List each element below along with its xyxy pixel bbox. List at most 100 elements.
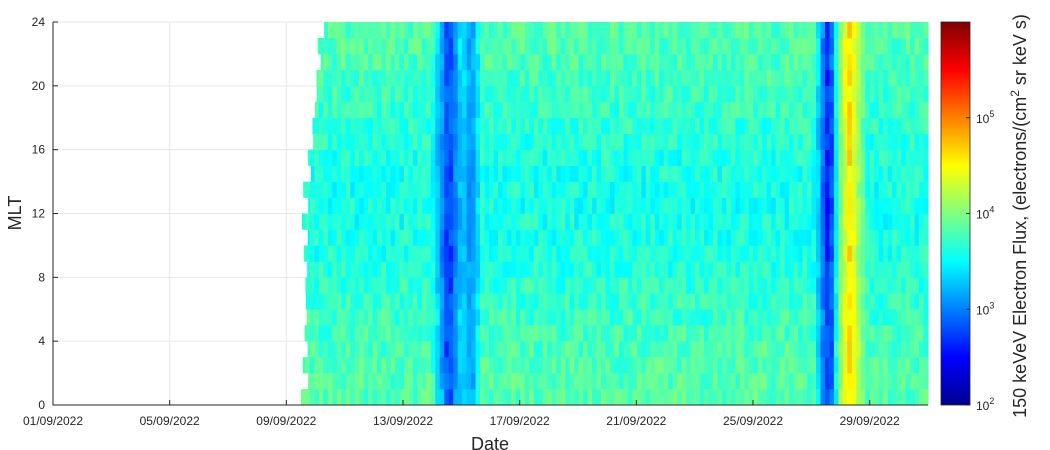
heatmap-cell <box>807 277 813 294</box>
heatmap-cell <box>583 277 589 294</box>
heatmap-cell <box>421 373 427 390</box>
heatmap-cell <box>748 53 754 71</box>
heatmap-cell <box>780 293 786 310</box>
heatmap-cell <box>403 101 410 119</box>
heatmap-cell <box>798 53 804 71</box>
heatmap-cell <box>403 245 410 262</box>
heatmap-cell <box>842 389 848 406</box>
heatmap-cell <box>609 245 616 262</box>
heatmap-cell <box>811 309 817 326</box>
heatmap-cell <box>381 149 387 166</box>
heatmap-cell <box>851 37 857 55</box>
heatmap-cell <box>502 373 508 390</box>
heatmap-cell <box>793 293 799 310</box>
heatmap-cell <box>368 341 374 358</box>
heatmap-cell <box>444 181 450 198</box>
heatmap-cell <box>390 85 396 103</box>
heatmap-cell <box>713 197 719 214</box>
heatmap-cell <box>829 277 835 294</box>
heatmap-cell <box>341 389 347 406</box>
heatmap-cell <box>341 197 347 214</box>
heatmap-cell <box>515 165 521 182</box>
heatmap-cell <box>659 101 665 119</box>
heatmap-cell <box>309 373 315 390</box>
heatmap-cell <box>784 22 790 39</box>
heatmap-cell <box>887 197 893 214</box>
heatmap-cell <box>860 373 866 390</box>
heatmap-cell <box>663 341 669 358</box>
heatmap-cell <box>524 149 530 166</box>
heatmap-cell <box>394 165 401 182</box>
heatmap-cell <box>865 101 871 119</box>
heatmap-cell <box>569 325 575 342</box>
heatmap-cell <box>569 293 575 310</box>
heatmap-cell <box>341 37 347 55</box>
heatmap-cell <box>730 293 736 310</box>
heatmap-cell <box>399 325 405 342</box>
heatmap-cell <box>847 149 853 166</box>
heatmap-cell <box>323 373 329 390</box>
heatmap-cell <box>910 149 916 166</box>
heatmap-cell <box>762 325 768 342</box>
heatmap-cell <box>748 165 754 182</box>
heatmap-cell <box>341 213 347 230</box>
heatmap-cell <box>609 117 616 135</box>
heatmap-cell <box>910 341 916 358</box>
heatmap-cell <box>775 22 781 39</box>
heatmap-cell <box>578 181 584 198</box>
heatmap-cell <box>623 325 629 342</box>
heatmap-cell <box>883 293 889 310</box>
heatmap-cell <box>739 101 745 119</box>
heatmap-cell <box>524 245 530 262</box>
heatmap-cell <box>359 325 365 342</box>
heatmap-cell <box>717 293 723 310</box>
heatmap-cell <box>878 245 884 262</box>
heatmap-cell <box>551 101 557 119</box>
heatmap-cell <box>318 149 324 166</box>
heatmap-cell <box>919 229 925 246</box>
heatmap-cell <box>878 309 884 326</box>
heatmap-cell <box>444 149 450 166</box>
heatmap-cell <box>824 149 831 166</box>
heatmap-cell <box>403 389 410 406</box>
heatmap-cell <box>833 181 840 198</box>
heatmap-cell <box>690 229 696 246</box>
heatmap-cell <box>368 277 374 294</box>
heatmap-cell <box>480 37 486 55</box>
heatmap-cell <box>681 373 687 390</box>
heatmap-cell <box>318 37 324 55</box>
heatmap-cell <box>592 69 598 87</box>
heatmap-cell <box>453 261 459 278</box>
heatmap-cell <box>493 261 499 278</box>
heatmap-cell <box>829 117 835 135</box>
heatmap-cell <box>766 309 772 326</box>
heatmap-cell <box>681 85 687 103</box>
heatmap-cell <box>426 245 432 262</box>
heatmap-cell <box>789 117 795 135</box>
heatmap-cell <box>596 261 602 278</box>
heatmap-cell <box>592 277 598 294</box>
heatmap-cell <box>883 213 889 230</box>
heatmap-cell <box>739 357 745 374</box>
heatmap-cell <box>730 101 736 119</box>
heatmap-cell <box>695 181 701 198</box>
heatmap-cell <box>726 85 732 103</box>
heatmap-cell <box>592 37 598 55</box>
heatmap-cell <box>524 101 530 119</box>
heatmap-cell <box>439 85 445 103</box>
heatmap-cell <box>748 213 754 230</box>
heatmap-cell <box>399 261 405 278</box>
heatmap-cell <box>306 309 311 326</box>
heatmap-cell <box>493 357 499 374</box>
heatmap-cell <box>865 261 871 278</box>
heatmap-cell <box>883 53 889 71</box>
heatmap-cell <box>856 373 862 390</box>
heatmap-cell <box>744 101 750 119</box>
heatmap-cell <box>412 373 418 390</box>
heatmap-cell <box>350 133 356 150</box>
heatmap-cell <box>802 261 808 278</box>
heatmap-cell <box>359 261 365 278</box>
heatmap-cell <box>587 293 593 310</box>
heatmap-cell <box>318 325 324 342</box>
heatmap-cell <box>314 309 320 326</box>
